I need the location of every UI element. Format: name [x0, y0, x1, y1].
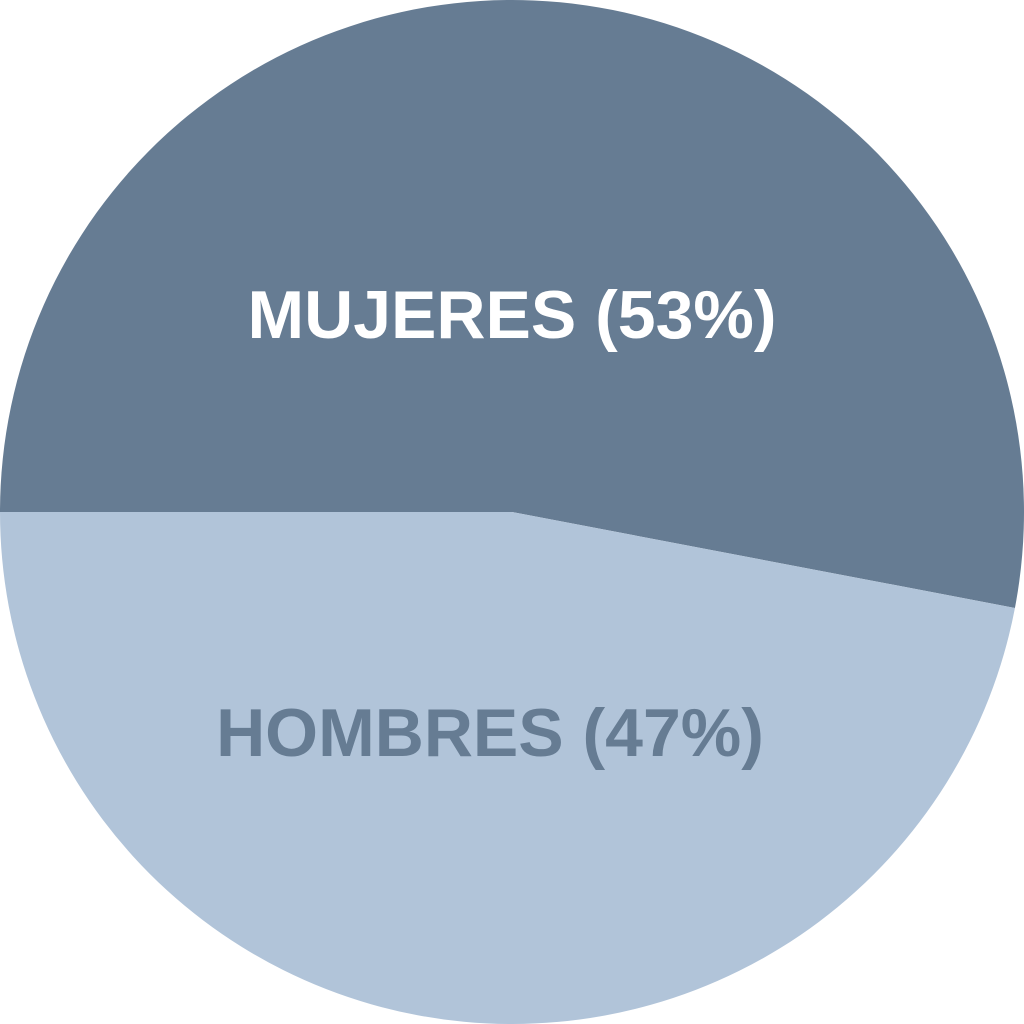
pie-slice-0 [0, 0, 1024, 608]
pie-slice-1 [0, 512, 1015, 1024]
slice-label-hombres: HOMBRES (47%) [216, 695, 764, 771]
slice-label-mujeres: MUJERES (53%) [247, 277, 776, 353]
